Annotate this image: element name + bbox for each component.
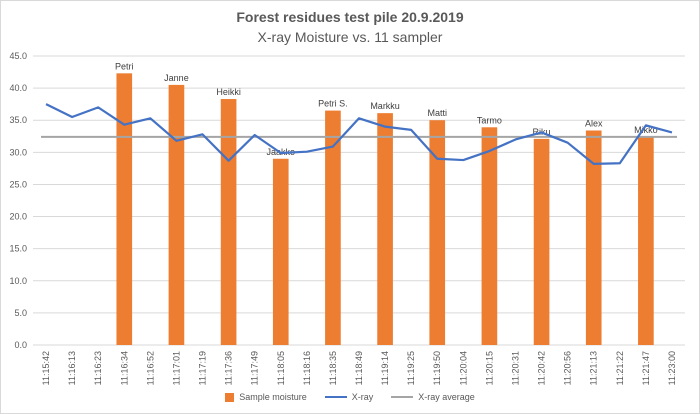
- bar-data-label: Mikko: [634, 125, 658, 135]
- y-tick-label: 5.0: [14, 308, 27, 318]
- legend-swatch-x-ray: [324, 396, 347, 398]
- sample-moisture-bar: [638, 136, 654, 345]
- bar-data-label: Petri S.: [318, 99, 348, 109]
- bar-data-label: Matti: [427, 108, 447, 118]
- x-tick-label: 11:23:00: [667, 351, 677, 385]
- bar-data-label: Heikki: [216, 87, 241, 97]
- bar-data-label: Janne: [164, 73, 189, 83]
- legend-item-x-ray-average: X-ray average: [391, 392, 475, 402]
- x-tick-label: 11:16:23: [93, 351, 103, 385]
- bar-data-label: Tarmo: [477, 115, 502, 125]
- legend-item-x-ray: X-ray: [324, 392, 374, 402]
- x-tick-label: 11:16:13: [67, 351, 77, 385]
- x-tick-label: 11:18:05: [276, 351, 286, 385]
- bar-data-label: Alex: [585, 118, 603, 128]
- legend-swatch-x-ray-average: [391, 396, 414, 398]
- legend-label-x-ray-average: X-ray average: [418, 392, 475, 402]
- x-tick-label: 11:16:52: [145, 351, 155, 385]
- x-tick-label: 11:17:36: [224, 351, 234, 385]
- sample-moisture-bar: [377, 113, 393, 345]
- x-tick-label: 11:18:49: [354, 351, 364, 385]
- x-tick-label: 11:21:47: [641, 351, 651, 385]
- y-tick-label: 10.0: [9, 276, 27, 286]
- x-tick-label: 11:16:34: [119, 351, 129, 385]
- x-tick-label: 11:20:15: [484, 351, 494, 385]
- x-tick-label: 11:20:56: [563, 351, 573, 385]
- x-tick-label: 11:20:31: [510, 351, 520, 385]
- x-tick-label: 11:17:49: [250, 351, 260, 385]
- x-ray-line: [45, 103, 673, 165]
- x-tick-label: 11:19:50: [432, 351, 442, 385]
- sample-moisture-bar: [429, 120, 446, 345]
- y-tick-label: 45.0: [9, 51, 27, 61]
- x-tick-label: 11:17:19: [198, 351, 208, 385]
- x-tick-label: 11:20:04: [458, 351, 468, 385]
- y-tick-label: 25.0: [9, 179, 27, 189]
- x-tick-label: 11:18:35: [328, 351, 338, 385]
- bar-data-label: Petri: [115, 61, 134, 71]
- legend-label-sample-moisture: Sample moisture: [239, 392, 307, 402]
- x-tick-label: 11:21:13: [589, 351, 599, 385]
- x-tick-label: 11:18:16: [302, 351, 312, 385]
- sample-moisture-bar: [220, 99, 237, 345]
- x-tick-label: 11:21:22: [615, 351, 625, 385]
- sample-moisture-bar: [481, 127, 498, 345]
- sample-moisture-bar: [116, 73, 133, 345]
- sample-moisture-bar: [168, 84, 185, 346]
- y-tick-label: 30.0: [9, 147, 27, 157]
- y-tick-label: 0.0: [14, 340, 27, 350]
- y-tick-label: 15.0: [9, 244, 27, 254]
- legend-swatch-sample-moisture: [225, 392, 235, 402]
- chart-legend: Sample moisture X-ray X-ray average: [0, 392, 700, 402]
- legend-label-x-ray: X-ray: [351, 392, 374, 402]
- x-tick-label: 11:19:25: [406, 351, 416, 385]
- x-tick-label: 11:19:14: [380, 351, 390, 385]
- x-tick-label: 11:15:42: [41, 351, 51, 385]
- sample-moisture-bar: [585, 130, 602, 345]
- sample-moisture-bar: [533, 138, 550, 345]
- y-tick-label: 35.0: [9, 115, 27, 125]
- legend-item-sample-moisture: Sample moisture: [225, 392, 307, 402]
- chart-title: Forest residues test pile 20.9.2019: [236, 9, 464, 25]
- chart-subtitle: X-ray Moisture vs. 11 sampler: [257, 29, 443, 45]
- sample-moisture-bar: [272, 158, 289, 345]
- y-tick-label: 40.0: [9, 83, 27, 93]
- sample-moisture-bar: [325, 110, 341, 345]
- y-tick-label: 20.0: [9, 212, 27, 222]
- x-tick-label: 11:17:01: [171, 351, 181, 385]
- bar-data-label: Markku: [370, 101, 400, 111]
- x-tick-label: 11:20:42: [537, 351, 547, 385]
